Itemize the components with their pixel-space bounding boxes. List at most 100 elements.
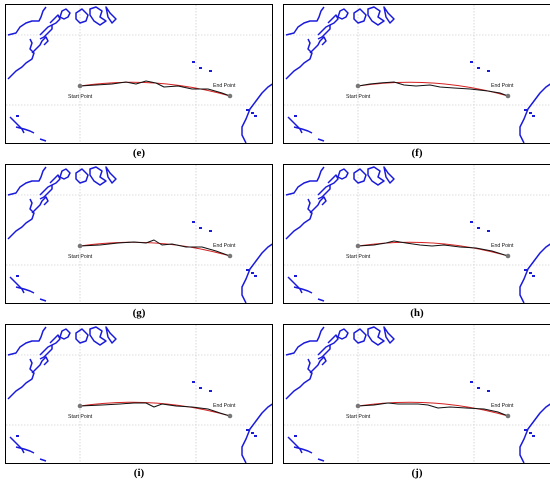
coastline (49, 334, 61, 346)
coastline (89, 6, 107, 26)
island (532, 115, 535, 117)
island (254, 275, 257, 277)
coastline (285, 6, 325, 36)
map-panel: Start Point End Point (j) (283, 324, 550, 484)
coastline (39, 458, 47, 462)
coastline (241, 403, 272, 463)
end-point-marker (505, 93, 511, 99)
island (254, 435, 257, 437)
island (254, 115, 257, 117)
coastline (9, 116, 25, 134)
island (294, 115, 297, 117)
island (209, 390, 212, 392)
island (487, 230, 490, 232)
map-canvas: Start Point End Point (6, 5, 272, 143)
coastline (367, 166, 385, 186)
end-point-marker (227, 93, 233, 99)
map-panel: Start Point End Point (h) (283, 164, 550, 324)
island (532, 435, 535, 437)
coastline (31, 196, 49, 214)
map-frame: Start Point End Point (283, 164, 550, 304)
coastline (59, 8, 71, 20)
end-point-marker (505, 413, 511, 419)
coastline (39, 24, 53, 40)
coastline (287, 116, 303, 134)
coastline (7, 326, 47, 356)
island (192, 381, 195, 383)
great-circle-route (357, 241, 509, 257)
island (251, 432, 254, 434)
island (199, 67, 202, 69)
coastline (7, 166, 47, 196)
island (470, 61, 473, 63)
coastline (519, 403, 550, 463)
coastline (39, 298, 47, 302)
island (477, 227, 480, 229)
map-panel: Start Point End Point (i) (5, 324, 273, 484)
map-frame: Start Point End Point (5, 324, 273, 464)
start-point-marker (77, 83, 83, 89)
island (470, 381, 473, 383)
panel-caption: (i) (133, 467, 145, 479)
coastline (519, 83, 550, 143)
island (192, 221, 195, 223)
coastline (285, 166, 325, 196)
island (209, 70, 212, 72)
coastline (7, 358, 35, 400)
coastline (327, 14, 339, 26)
optimized-route (357, 81, 509, 97)
island (529, 112, 532, 114)
map-canvas: Start Point End Point (284, 325, 550, 463)
great-circle-route (357, 81, 509, 97)
island (16, 435, 19, 437)
coastline (287, 276, 303, 294)
map-frame: Start Point End Point (5, 164, 273, 304)
island (192, 61, 195, 63)
coastline (285, 358, 313, 400)
coastline (241, 83, 272, 143)
coastline (285, 198, 313, 240)
coastline (337, 8, 349, 20)
map-panel: Start Point End Point (e) (5, 4, 273, 164)
coastline (317, 24, 331, 40)
coastline (317, 458, 325, 462)
panel-caption: (e) (132, 147, 146, 159)
panel-caption: (h) (410, 307, 424, 319)
coastline (15, 446, 35, 454)
coastline (309, 356, 327, 374)
coastline (353, 328, 367, 344)
start-point-marker (77, 403, 83, 409)
coastline (367, 6, 385, 26)
coastline (383, 166, 395, 184)
coastline (293, 446, 313, 454)
coastline (317, 298, 325, 302)
coastline (309, 196, 327, 214)
coastline (39, 344, 53, 360)
end-point-marker (227, 413, 233, 419)
island (246, 269, 249, 271)
coastline (89, 166, 107, 186)
start-point-label: Start Point (346, 254, 371, 260)
island (16, 115, 19, 117)
optimized-route (79, 402, 231, 417)
coastline (327, 334, 339, 346)
coastline (75, 168, 89, 184)
start-point-label: Start Point (68, 414, 93, 420)
map-canvas: Start Point End Point (284, 165, 550, 303)
coastline (383, 326, 395, 344)
island (251, 272, 254, 274)
island (251, 112, 254, 114)
coastline (105, 6, 117, 24)
coastline (75, 328, 89, 344)
island (532, 275, 535, 277)
coastline (9, 436, 25, 454)
coastline (317, 138, 325, 142)
island (246, 429, 249, 431)
map-canvas: Start Point End Point (284, 5, 550, 143)
coastline (31, 356, 49, 374)
start-point-label: Start Point (68, 94, 93, 100)
island (209, 230, 212, 232)
start-point-marker (77, 243, 83, 249)
end-point-label: End Point (213, 243, 236, 249)
start-point-marker (355, 83, 361, 89)
